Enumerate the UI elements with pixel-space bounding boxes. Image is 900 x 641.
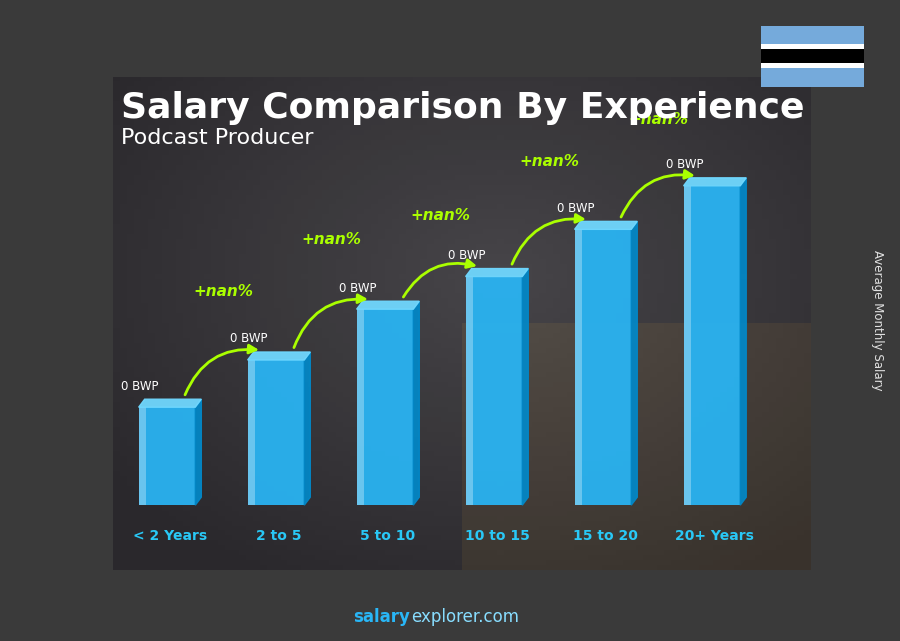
Text: 5 to 10: 5 to 10 [360, 529, 416, 543]
Polygon shape [248, 352, 310, 360]
Text: +nan%: +nan% [629, 112, 688, 127]
Bar [248, 360, 304, 505]
Text: Salary Comparison By Experience: Salary Comparison By Experience [122, 92, 805, 126]
Text: 15 to 20: 15 to 20 [573, 529, 638, 543]
Polygon shape [304, 352, 310, 505]
Bar [465, 276, 522, 505]
Text: 10 to 15: 10 to 15 [464, 529, 529, 543]
Bar [760, 44, 864, 49]
Bar [248, 360, 255, 505]
Bar [465, 276, 473, 505]
Text: 0 BWP: 0 BWP [339, 281, 376, 295]
Text: explorer.com: explorer.com [411, 608, 519, 626]
Bar [760, 68, 864, 87]
Text: +nan%: +nan% [520, 154, 580, 169]
Polygon shape [740, 178, 746, 505]
Bar [139, 407, 146, 505]
Bar [684, 186, 691, 505]
Polygon shape [413, 301, 419, 505]
Polygon shape [684, 178, 746, 186]
Polygon shape [522, 269, 528, 505]
Text: 20+ Years: 20+ Years [676, 529, 754, 543]
Text: +nan%: +nan% [302, 232, 362, 247]
Text: 0 BWP: 0 BWP [121, 379, 158, 393]
Bar [356, 309, 364, 505]
Bar [760, 63, 864, 68]
Text: +nan%: +nan% [193, 285, 253, 299]
Bar [574, 229, 631, 505]
Text: 0 BWP: 0 BWP [230, 333, 267, 345]
Text: 0 BWP: 0 BWP [557, 202, 594, 215]
Bar [139, 407, 195, 505]
Text: +nan%: +nan% [411, 208, 471, 223]
Text: Average Monthly Salary: Average Monthly Salary [871, 250, 884, 391]
Text: salary: salary [353, 608, 410, 626]
Bar [356, 309, 413, 505]
Polygon shape [465, 269, 528, 276]
Polygon shape [631, 221, 637, 505]
Bar [684, 186, 740, 505]
Text: < 2 Years: < 2 Years [133, 529, 207, 543]
Polygon shape [356, 301, 419, 309]
Polygon shape [139, 399, 202, 407]
Text: 0 BWP: 0 BWP [448, 249, 485, 262]
Polygon shape [195, 399, 202, 505]
Polygon shape [574, 221, 637, 229]
Bar [760, 26, 864, 44]
Bar [760, 49, 864, 63]
Text: 2 to 5: 2 to 5 [256, 529, 302, 543]
Text: Podcast Producer: Podcast Producer [122, 128, 314, 147]
Text: 0 BWP: 0 BWP [666, 158, 704, 171]
Bar [574, 229, 582, 505]
